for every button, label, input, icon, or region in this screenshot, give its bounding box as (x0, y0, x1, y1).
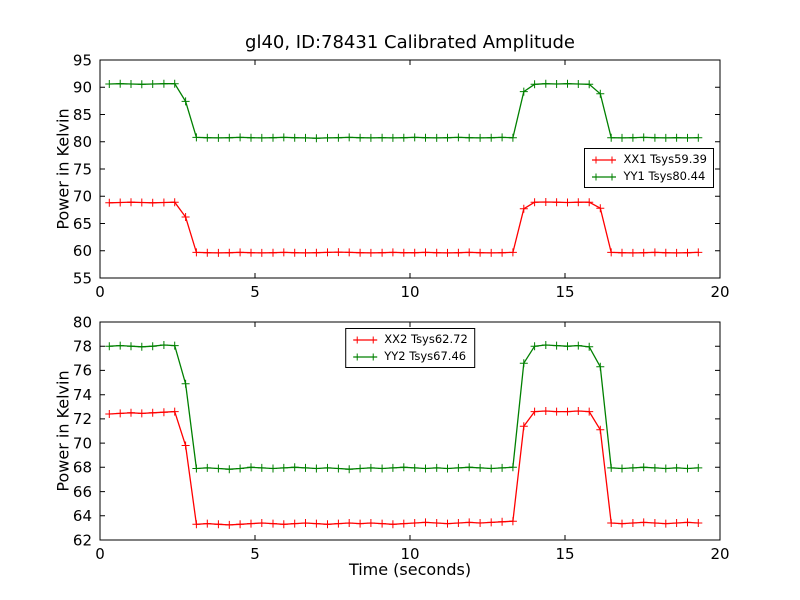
y-tick-label: 72 (73, 410, 92, 428)
x-tick-label: 5 (250, 545, 260, 563)
bottom-plot: 0 5 10 15 20 62 64 66 68 70 72 74 76 78 80 (73, 313, 730, 563)
top-plot: 0 5 10 15 20 55 60 65 70 75 80 85 90 95 (73, 51, 730, 301)
y-tick-label: 64 (73, 507, 92, 525)
x-tick-label: 15 (555, 545, 574, 563)
series-line-yy1 (109, 83, 699, 139)
y-tick-label: 74 (73, 386, 92, 404)
x-tick-label: 10 (400, 545, 419, 563)
legend-entry: YY1 Tsys80.44 (591, 168, 707, 185)
y-tick-label: 85 (73, 106, 92, 124)
x-axis-label: Time (seconds) (348, 560, 472, 579)
legend-line-sample (353, 336, 378, 343)
legend-sample-markers (353, 353, 377, 360)
series-markers-xx2 (105, 407, 703, 529)
legend-sample-markers (592, 156, 616, 163)
x-tick-label: 20 (710, 545, 729, 563)
series-line-xx1 (109, 201, 699, 254)
y-tick-label: 76 (73, 362, 92, 380)
y-tick-label: 78 (73, 337, 92, 355)
series-markers-yy2 (105, 341, 703, 474)
y-tick-label: 60 (73, 242, 92, 260)
x-tick-label: 0 (95, 545, 105, 563)
legend-label: YY1 Tsys80.44 (623, 169, 706, 183)
top-plot-legend: XX1 Tsys59.39 YY1 Tsys80.44 (584, 148, 714, 188)
chart-title: gl40, ID:78431 Calibrated Amplitude (245, 32, 575, 53)
y-tick-label: 65 (73, 215, 92, 233)
y-tick-label: 95 (73, 51, 92, 69)
y-tick-label: 90 (73, 79, 92, 97)
series-markers-xx1 (105, 198, 703, 257)
x-tick-label: 15 (555, 283, 574, 301)
y-tick-label: 80 (73, 133, 92, 151)
legend-entry: XX1 Tsys59.39 (591, 151, 707, 168)
axis-ticks (99, 321, 721, 541)
legend-line-sample (592, 156, 617, 163)
series-markers-yy1 (105, 79, 703, 143)
bottom-plot-legend: XX2 Tsys62.72 YY2 Tsys67.46 (345, 328, 475, 368)
y-tick-label: 66 (73, 483, 92, 501)
legend-line-sample (592, 173, 617, 180)
y-tick-label: 80 (73, 313, 92, 331)
x-tick-label: 20 (710, 283, 729, 301)
x-tick-label: 0 (95, 283, 105, 301)
y-tick-label: 62 (73, 531, 92, 549)
y-tick-label: 75 (73, 160, 92, 178)
legend-line-sample (353, 353, 378, 360)
y-tick-label: 70 (73, 434, 92, 452)
legend-label: XX1 Tsys59.39 (623, 152, 707, 166)
legend-entry: YY2 Tsys67.46 (352, 348, 468, 365)
legend-entry: XX2 Tsys62.72 (352, 331, 468, 348)
x-tick-label: 5 (250, 283, 260, 301)
y-tick-label: 70 (73, 188, 92, 206)
x-tick-label: 10 (400, 283, 419, 301)
y-tick-label: 68 (73, 459, 92, 477)
legend-sample-markers (592, 173, 616, 180)
axis-ticks (99, 59, 721, 279)
legend-sample-markers (353, 336, 377, 343)
legend-label: XX2 Tsys62.72 (384, 332, 468, 346)
y-tick-label: 55 (73, 269, 92, 287)
legend-label: YY2 Tsys67.46 (384, 349, 467, 363)
